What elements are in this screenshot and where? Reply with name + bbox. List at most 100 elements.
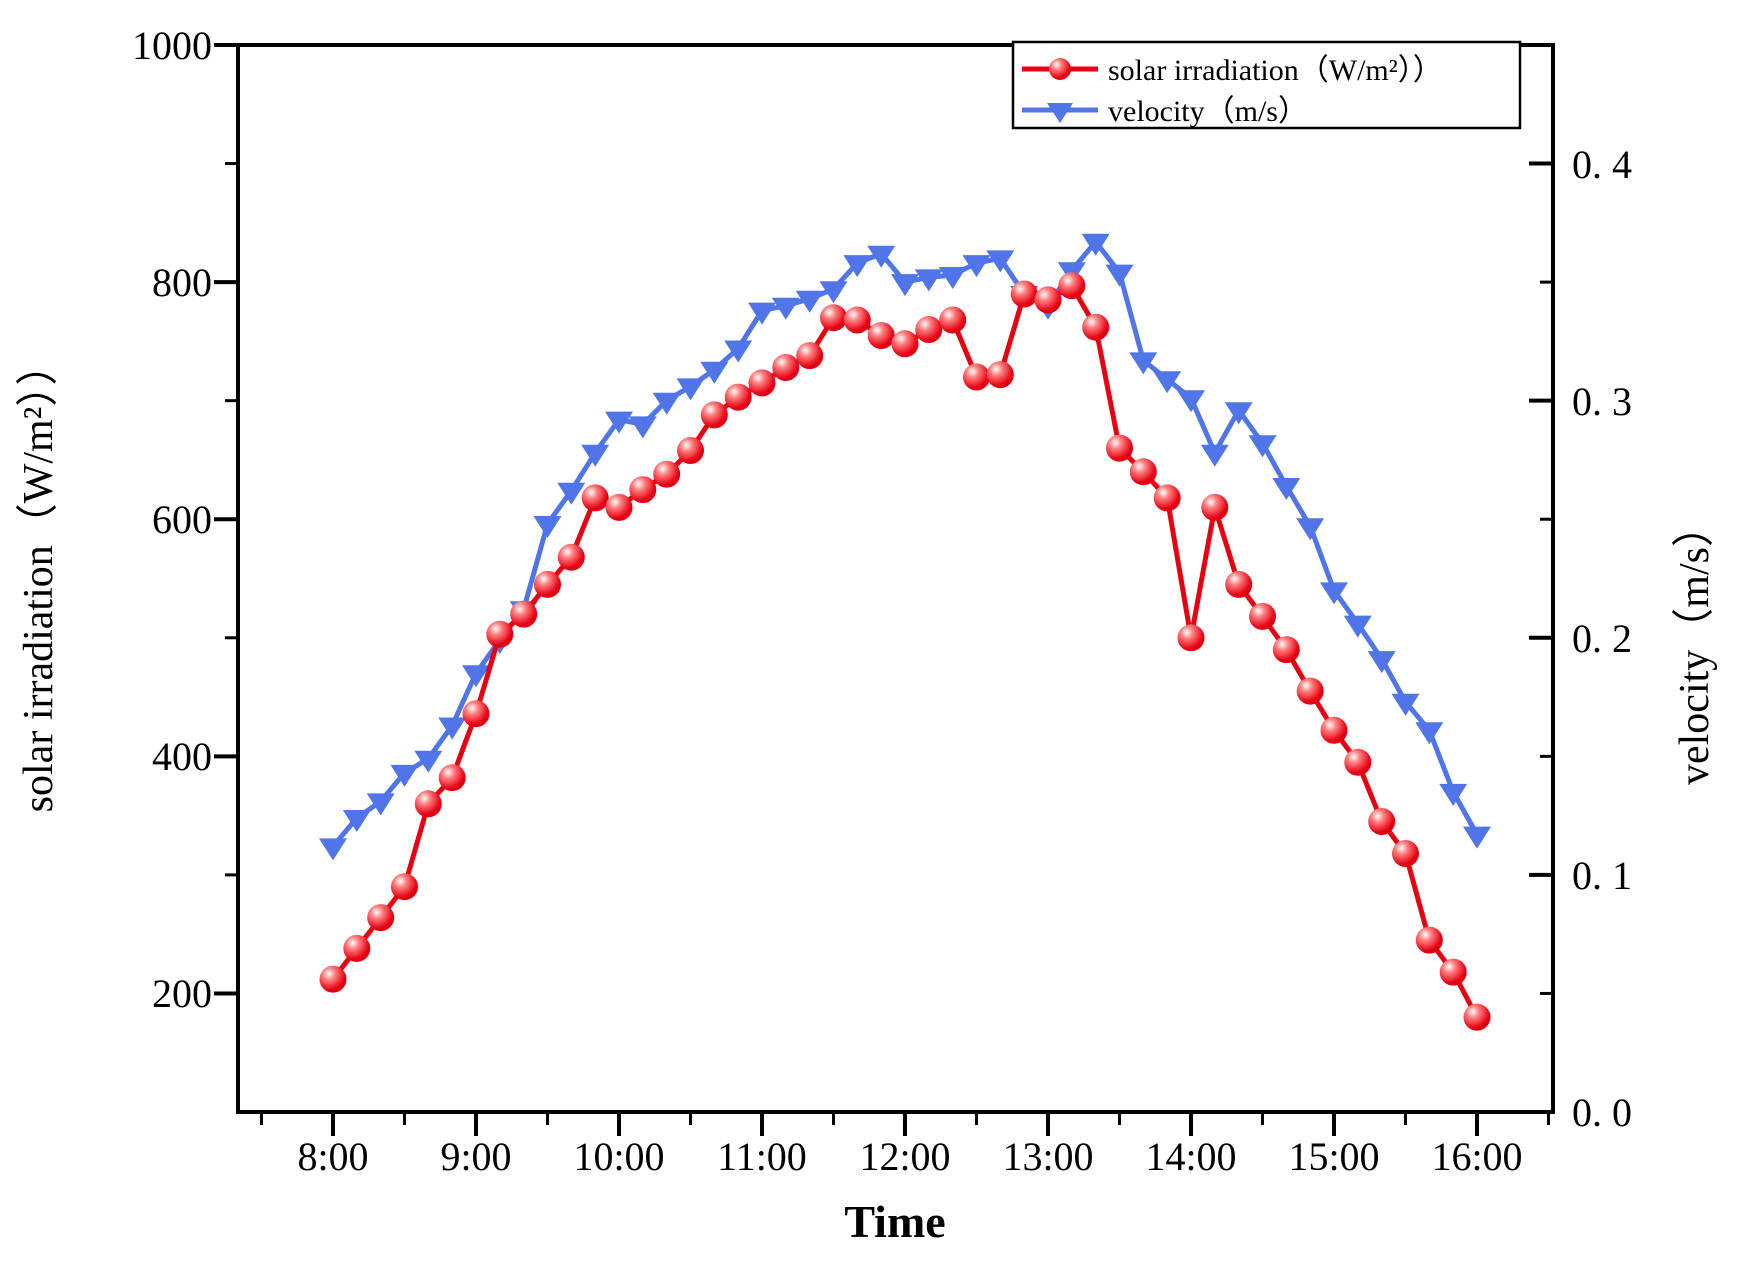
velocity-series-marker xyxy=(1105,264,1134,287)
velocity-series-marker xyxy=(771,297,800,320)
solar-series-line xyxy=(331,283,1480,1019)
velocity-series-marker xyxy=(1367,651,1396,674)
x-tick-label: 15:00 xyxy=(1288,1134,1379,1179)
solar-series-marker xyxy=(1058,272,1086,300)
solar-series-marker xyxy=(820,304,847,332)
solar-series-marker xyxy=(343,934,371,962)
velocity-series-marker xyxy=(1200,444,1229,467)
solar-series-marker xyxy=(581,484,609,512)
velocity-series-marker xyxy=(676,378,705,401)
velocity-series-marker xyxy=(867,245,896,268)
solar-series-marker xyxy=(700,401,728,429)
legend-marker-velocity-triangle xyxy=(1047,103,1073,123)
velocity-series-marker xyxy=(319,838,347,861)
velocity-series-marker xyxy=(724,340,753,363)
velocity-series-marker xyxy=(557,482,586,505)
velocity-series-marker xyxy=(1296,518,1325,541)
solar-series-marker xyxy=(510,600,538,628)
solar-series-marker xyxy=(438,764,466,792)
solar-series-marker xyxy=(1320,716,1348,744)
velocity-series-marker xyxy=(938,267,967,289)
solar-series-marker xyxy=(915,316,943,343)
axis-ticks xyxy=(214,43,1553,1136)
solar-series-marker xyxy=(891,330,919,358)
right-tick-label: 0. 2 xyxy=(1572,616,1632,661)
velocity-series-marker xyxy=(1320,582,1348,605)
left-tick-label: 400 xyxy=(152,734,212,779)
velocity-series-marker xyxy=(1248,435,1277,458)
legend-marker-solar-circle xyxy=(1049,58,1071,80)
solar-series-marker xyxy=(319,965,347,993)
x-tick-label: 13:00 xyxy=(1002,1134,1093,1179)
velocity-series-marker xyxy=(962,255,991,278)
solar-series-marker xyxy=(867,322,895,349)
velocity-series-marker xyxy=(1224,402,1253,425)
solar-series-marker xyxy=(1129,458,1157,486)
legend-entry-solar: solar irradiation（W/m²）） xyxy=(1022,54,1443,87)
solar-series-marker xyxy=(677,437,704,464)
legend-label-velocity: velocity（m/s） xyxy=(1108,95,1308,128)
velocity-series-marker xyxy=(748,302,776,325)
velocity-series-marker xyxy=(795,290,824,313)
right-tick-label: 0. 4 xyxy=(1572,142,1632,187)
velocity-series-marker xyxy=(700,361,729,384)
left-tick-label: 600 xyxy=(152,497,212,542)
legend-box xyxy=(1011,40,1522,130)
solar-series-marker xyxy=(939,306,967,334)
right-axis-title: velocity（m/s） xyxy=(1672,505,1718,785)
solar-series-marker xyxy=(629,476,657,504)
plot-frame xyxy=(236,43,1555,1114)
solar-series-marker xyxy=(1249,602,1276,630)
solar-series-marker xyxy=(414,790,442,818)
velocity-series-marker xyxy=(366,793,395,816)
velocity-series-marker xyxy=(1463,826,1491,849)
solar-series-marker xyxy=(391,873,418,901)
legend-entry-velocity: velocity（m/s） xyxy=(1022,95,1308,128)
velocity-series-marker xyxy=(843,255,872,278)
velocity-series-marker xyxy=(1081,233,1110,256)
velocity-series-marker xyxy=(414,750,443,773)
solar-series-marker xyxy=(1106,434,1133,462)
solar-series-marker xyxy=(367,904,395,932)
right-tick-label: 0. 3 xyxy=(1572,379,1632,424)
velocity-series-marker xyxy=(628,416,657,439)
solar-series-marker xyxy=(1415,926,1443,954)
left-tick-label: 200 xyxy=(152,971,212,1016)
solar-series-marker xyxy=(1296,677,1324,705)
solar-series-marker xyxy=(534,570,561,598)
solar-series-marker xyxy=(796,342,824,370)
velocity-series-marker xyxy=(986,250,1015,273)
x-tick-label: 10:00 xyxy=(573,1134,664,1179)
x-tick-label: 8:00 xyxy=(297,1134,368,1179)
velocity-series-marker xyxy=(533,516,562,538)
velocity-series-marker xyxy=(1343,615,1372,638)
legend: solar irradiation（W/m²）） velocity（m/s） xyxy=(1011,40,1522,130)
solar-series-marker xyxy=(486,620,514,648)
x-tick-label: 12:00 xyxy=(859,1134,950,1179)
left-tick-label: 1000 xyxy=(132,23,212,68)
x-tick-label: 16:00 xyxy=(1431,1134,1522,1179)
solar-series-marker xyxy=(1153,484,1181,512)
solar-series-marker xyxy=(1344,748,1372,776)
solar-series-marker xyxy=(1082,313,1110,341)
velocity-series-marker xyxy=(605,411,633,434)
solar-series-marker xyxy=(724,383,752,411)
solar-series-marker xyxy=(462,700,490,728)
velocity-series-marker xyxy=(1272,478,1301,500)
solar-series-marker xyxy=(1201,493,1229,521)
velocity-series-marker xyxy=(819,281,848,304)
velocity-series-marker xyxy=(581,444,610,467)
legend-label-solar: solar irradiation（W/m²）） xyxy=(1108,54,1443,87)
x-tick-label: 9:00 xyxy=(440,1134,511,1179)
solar-series-marker xyxy=(1368,808,1396,835)
right-tick-label: 0. 1 xyxy=(1572,853,1632,898)
x-axis-title: Time xyxy=(844,1196,945,1247)
solar-series-marker xyxy=(605,493,633,521)
velocity-series-marker xyxy=(1153,371,1182,394)
solar-series-marker xyxy=(1439,958,1467,986)
solar-series-marker xyxy=(1177,624,1205,652)
solar-series-marker xyxy=(748,369,776,397)
velocity-series-marker xyxy=(891,274,919,297)
solar-series-marker xyxy=(1392,840,1419,867)
